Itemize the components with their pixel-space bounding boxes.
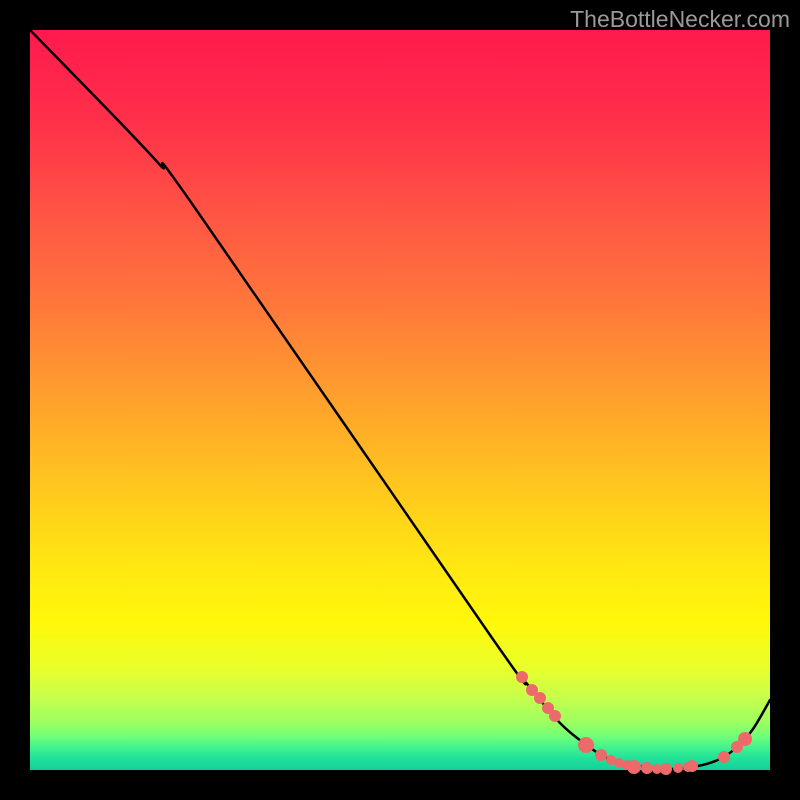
data-marker	[686, 760, 698, 772]
data-marker	[534, 692, 546, 704]
data-marker	[660, 763, 672, 775]
data-marker	[578, 737, 594, 753]
data-marker	[641, 762, 653, 774]
data-marker	[738, 732, 752, 746]
bottleneck-chart	[0, 0, 800, 800]
data-marker	[673, 763, 683, 773]
watermark-text: TheBottleNecker.com	[570, 6, 790, 33]
data-marker	[718, 751, 730, 763]
data-marker	[549, 710, 561, 722]
data-marker	[595, 749, 607, 761]
plot-background-gradient	[30, 30, 770, 770]
data-marker	[516, 671, 528, 683]
data-marker	[627, 760, 641, 774]
